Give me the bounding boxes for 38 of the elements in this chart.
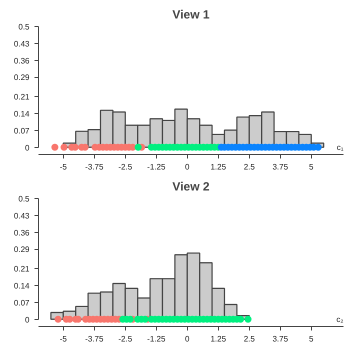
y-tick-label: 0.36	[14, 228, 30, 238]
x-tick-label: 0	[185, 162, 190, 172]
y-tick-label: 0.43	[14, 39, 30, 48]
x-tick-label: -5	[60, 334, 68, 344]
y-tick-label: 0.36	[14, 56, 30, 66]
x-tick-label: 1.25	[210, 334, 227, 344]
x-tick-label: 0	[185, 334, 190, 344]
y-tick-label: 0.5	[18, 194, 30, 204]
chart-title: View 2	[172, 180, 210, 194]
y-tick-label: 0.07	[14, 298, 30, 308]
x-tick-label: 5	[309, 162, 314, 172]
x-tick-label: 3.75	[272, 162, 289, 172]
x-tick-label: 1.25	[210, 162, 227, 172]
x-tick-label: -1.25	[147, 162, 166, 172]
x-tick-label: -3.75	[85, 334, 104, 344]
y-tick-label: 0.14	[14, 109, 30, 118]
x-tick-label: 5	[309, 334, 314, 344]
y-tick-label: 0.14	[14, 281, 30, 290]
y-tick-label: 0	[25, 143, 30, 152]
y-tick-label: 0.21	[14, 264, 30, 274]
x-tick-label: 2.5	[244, 334, 256, 344]
x-tick-label: -2.5	[118, 162, 133, 172]
y-tick-label: 0.07	[14, 126, 30, 136]
y-tick-label: 0	[25, 315, 30, 324]
x-tick-label: -1.25	[147, 334, 166, 344]
y-tick-label: 0.5	[18, 22, 30, 32]
x-axis-title: c₂	[336, 314, 344, 324]
chart-title: View 1	[172, 8, 210, 22]
x-tick-label: 3.75	[272, 334, 289, 344]
x-tick-label: 2.5	[244, 162, 256, 172]
x-tick-label: -5	[60, 162, 68, 172]
x-tick-label: -3.75	[85, 162, 104, 172]
y-tick-label: 0.21	[14, 92, 30, 102]
y-tick-label: 0.29	[14, 245, 30, 254]
y-tick-label: 0.29	[14, 73, 30, 82]
x-tick-label: -2.5	[118, 334, 133, 344]
y-tick-label: 0.43	[14, 211, 30, 220]
x-axis-title: c₁	[336, 142, 344, 152]
